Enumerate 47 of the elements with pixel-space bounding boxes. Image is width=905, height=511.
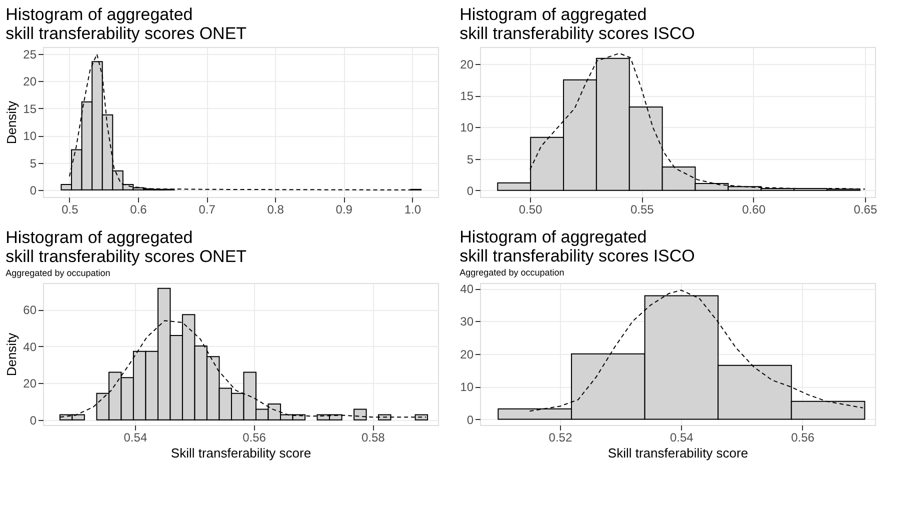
x-tick-label: 0.65 (854, 202, 878, 216)
x-tick-label: 0.9 (336, 202, 353, 216)
x-tick-label: 0.60 (742, 202, 766, 216)
chart-title: Histogram of aggregated skill transferability scores ISCO (460, 5, 695, 43)
y-axis-title: Density (4, 332, 20, 376)
x-tick-label: 0.58 (361, 430, 386, 444)
y-tick-label: 20 (460, 58, 474, 72)
x-tick-label: 0.7 (198, 202, 216, 216)
x-axis-title: Skill transferability score (608, 446, 748, 460)
x-tick-label: 0.56 (242, 430, 266, 444)
y-tick-label: 10 (23, 129, 37, 144)
y-tick-label: 60 (23, 303, 37, 318)
y-tick-label: 0 (30, 413, 37, 428)
x-tick-label: 0.54 (124, 430, 148, 444)
x-tick-label: 0.54 (670, 430, 694, 444)
x-tick-label: 0.6 (130, 202, 148, 216)
y-tick-label: 0 (30, 183, 37, 198)
chart-subtitle: Aggregated by occupation (460, 268, 564, 278)
y-tick-label: 40 (460, 282, 474, 296)
x-tick-label: 0.52 (548, 430, 572, 444)
chart-subtitle: Aggregated by occupation (6, 268, 110, 278)
x-tick-label: 0.50 (518, 202, 543, 216)
x-tick-label: 0.55 (630, 202, 654, 216)
y-tick-label: 0 (466, 412, 474, 427)
y-tick-label: 10 (460, 380, 474, 394)
chart-title: Histogram of aggregated skill transferability scores ONET (6, 228, 247, 266)
y-tick-label: 30 (460, 314, 474, 329)
x-axis-title: Skill transferability score (170, 446, 312, 460)
line-series (530, 52, 866, 190)
y-tick-label: 20 (460, 347, 474, 362)
y-tick-label: 15 (23, 102, 37, 116)
y-tick-label: 20 (23, 376, 37, 391)
y-axis-title: Density (4, 100, 20, 144)
chart-title: Histogram of aggregated skill transferability scores ONET (6, 5, 247, 43)
y-tick-label: 25 (23, 48, 37, 62)
x-tick-label: 1.0 (404, 202, 422, 216)
y-tick-label: 10 (460, 120, 474, 135)
x-tick-label: 0.56 (791, 430, 815, 444)
y-tick-label: 5 (466, 152, 474, 166)
x-tick-label: 0.8 (267, 202, 284, 216)
chart-title: Histogram of aggregated skill transferability scores ISCO (460, 228, 695, 266)
y-tick-label: 0 (466, 184, 474, 198)
y-tick-label: 40 (23, 340, 37, 354)
y-tick-label: 5 (30, 156, 37, 170)
y-tick-label: 15 (460, 89, 474, 104)
x-tick-label: 0.5 (62, 202, 79, 216)
y-tick-label: 20 (23, 74, 37, 89)
